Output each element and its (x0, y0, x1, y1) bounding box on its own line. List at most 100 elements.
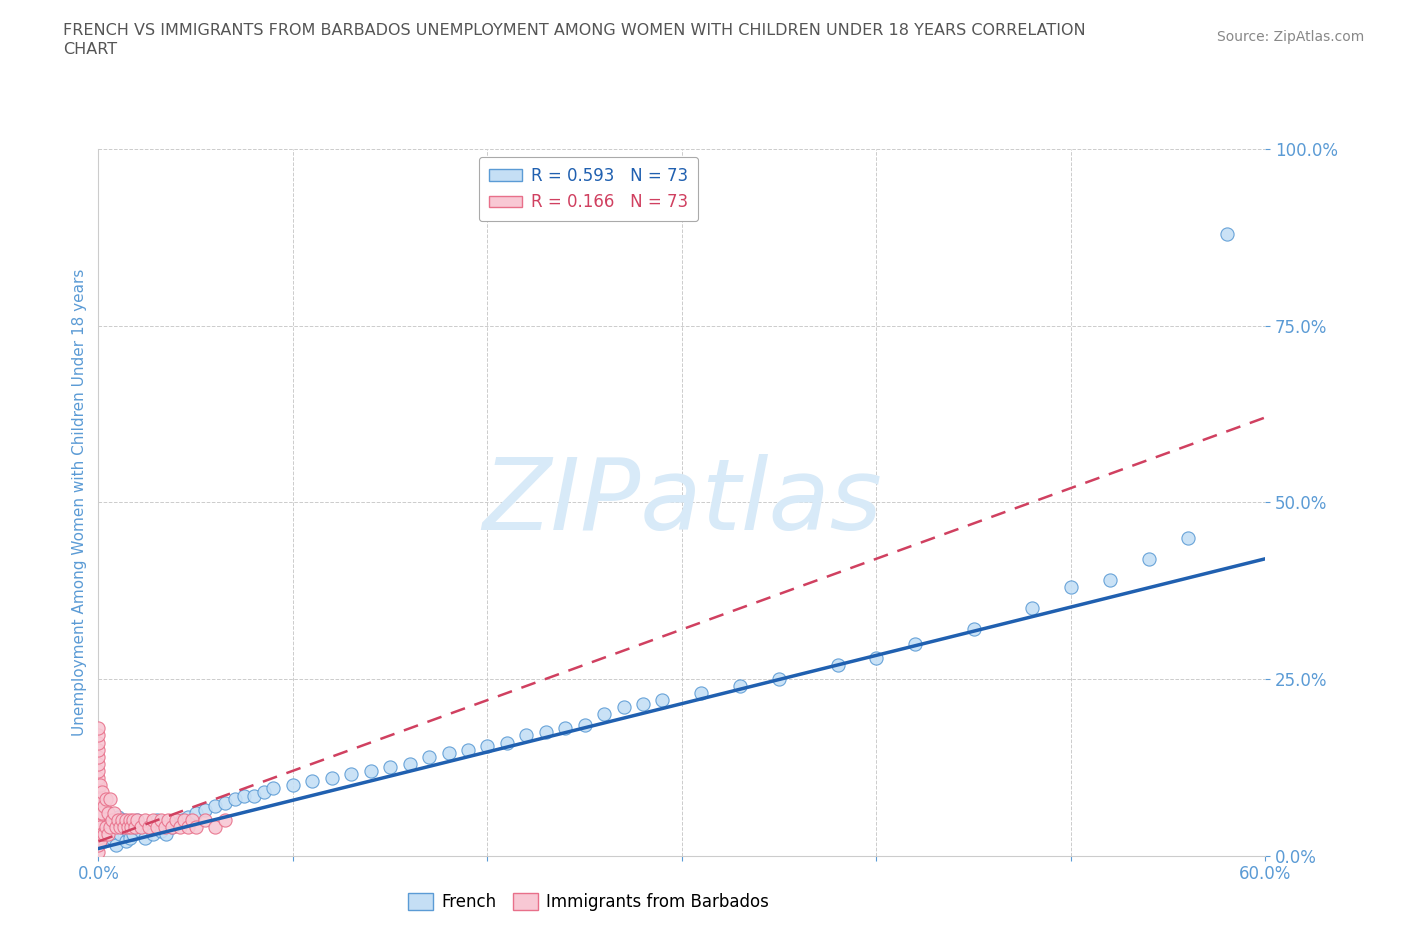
Point (321, 770, 343, 785)
Point (96, 820, 118, 835)
Point (631, 697, 654, 711)
Point (87, 827, 110, 842)
Point (97, 827, 120, 842)
Point (651, 693, 673, 708)
Point (169, 820, 191, 835)
Point (134, 813, 156, 828)
Point (89, 805, 111, 820)
Point (107, 809, 129, 824)
Point (91, 805, 114, 820)
Point (214, 813, 236, 828)
Point (165, 817, 187, 831)
Point (301, 774, 323, 789)
Point (87, 795, 110, 810)
Point (89, 827, 111, 842)
Point (101, 813, 124, 828)
Point (162, 820, 184, 835)
Point (495, 735, 517, 750)
Point (117, 820, 139, 835)
Point (173, 813, 195, 828)
Point (87, 764, 110, 778)
Text: CHART: CHART (63, 42, 117, 57)
Point (149, 823, 172, 838)
Point (612, 699, 634, 714)
Point (477, 738, 499, 753)
Point (155, 827, 177, 842)
Point (89, 777, 111, 792)
Point (114, 813, 136, 828)
Text: FRENCH VS IMMIGRANTS FROM BARBADOS UNEMPLOYMENT AMONG WOMEN WITH CHILDREN UNDER : FRENCH VS IMMIGRANTS FROM BARBADOS UNEMP… (63, 23, 1085, 38)
Point (1215, 226, 1237, 241)
Point (93, 834, 115, 849)
Point (138, 820, 160, 835)
Point (87, 785, 110, 800)
Point (101, 830, 124, 845)
Point (177, 809, 200, 824)
Point (457, 742, 479, 757)
Point (253, 785, 276, 800)
Point (233, 788, 256, 803)
Point (104, 838, 127, 853)
Point (93, 827, 115, 842)
Text: Source: ZipAtlas.com: Source: ZipAtlas.com (1216, 30, 1364, 44)
Point (89, 791, 111, 806)
Point (87, 820, 110, 835)
Point (87, 809, 110, 824)
Point (89, 834, 111, 849)
Point (138, 820, 160, 835)
Point (117, 823, 139, 838)
Text: ZIPatlas: ZIPatlas (482, 454, 882, 551)
Point (87, 735, 110, 750)
Point (281, 777, 304, 792)
Point (114, 834, 136, 849)
Point (87, 728, 110, 743)
Point (904, 636, 927, 651)
Point (146, 813, 169, 828)
Point (184, 805, 207, 820)
Point (103, 805, 125, 820)
Point (87, 823, 110, 838)
Point (194, 813, 217, 828)
Point (129, 820, 152, 835)
Point (108, 820, 131, 835)
Point (91, 785, 114, 800)
Point (87, 770, 110, 785)
Point (87, 813, 110, 828)
Point (124, 820, 146, 835)
Point (262, 781, 284, 796)
Point (768, 671, 790, 686)
Point (118, 813, 141, 828)
Point (121, 820, 143, 835)
Point (129, 823, 152, 838)
Point (108, 827, 131, 842)
Point (98, 823, 121, 838)
Point (1021, 601, 1043, 616)
Point (170, 813, 193, 828)
Point (87, 777, 110, 792)
Point (93, 799, 115, 814)
Point (104, 820, 127, 835)
Point (224, 791, 246, 806)
Point (398, 756, 420, 771)
Point (690, 685, 713, 700)
Point (87, 838, 110, 853)
Point (103, 817, 125, 831)
Point (1137, 551, 1160, 566)
Point (534, 724, 557, 739)
Point (91, 813, 114, 828)
Point (204, 799, 226, 814)
Point (87, 805, 110, 820)
Point (194, 803, 217, 817)
Point (177, 820, 200, 835)
Point (87, 803, 110, 817)
Point (107, 813, 129, 828)
Point (124, 820, 146, 835)
Point (340, 767, 363, 782)
Point (87, 721, 110, 736)
Point (134, 830, 156, 845)
Point (122, 827, 145, 842)
Point (96, 820, 118, 835)
Point (142, 827, 165, 842)
Point (87, 830, 110, 845)
Point (112, 820, 135, 835)
